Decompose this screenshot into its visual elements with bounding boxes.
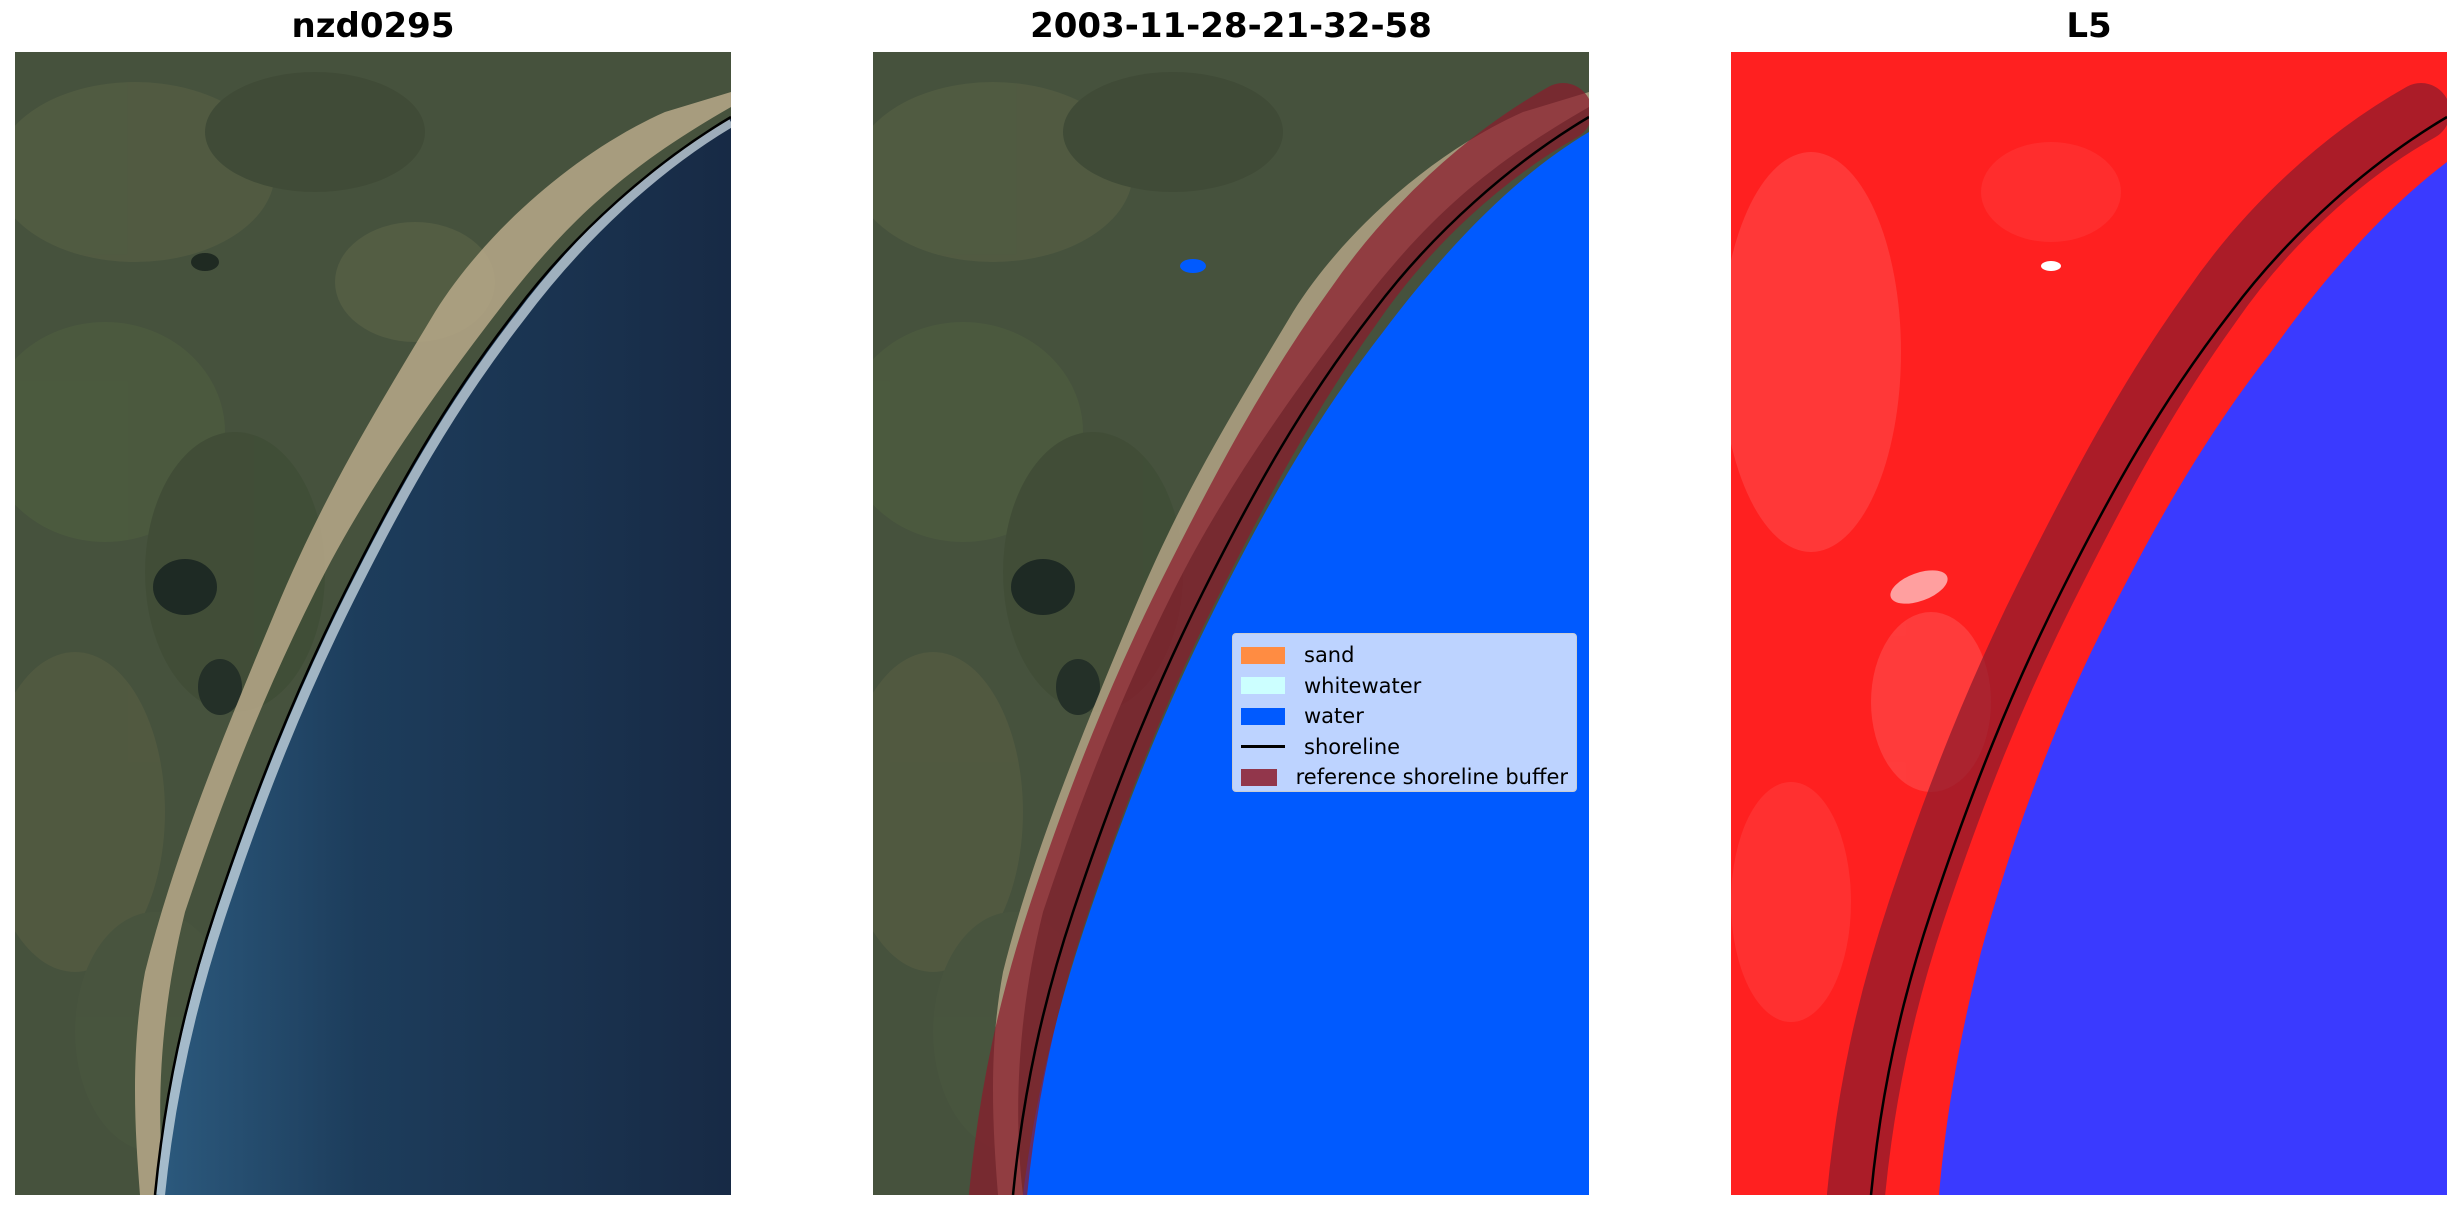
legend-item-whitewater: whitewater	[1241, 671, 1568, 702]
legend-label: whitewater	[1304, 673, 1422, 698]
water-swatch	[1241, 707, 1285, 725]
buffer-swatch	[1241, 768, 1277, 786]
legend-label: shoreline	[1304, 734, 1401, 759]
legend-item-water: water	[1241, 701, 1568, 732]
rgb-image-panel	[15, 52, 731, 1195]
shoreline-line-swatch	[1241, 745, 1285, 749]
panel-title-index: L5	[2066, 6, 2112, 46]
legend-label: reference shoreline buffer	[1295, 765, 1568, 790]
lake	[1056, 659, 1100, 715]
shoreline	[153, 115, 731, 1195]
sea	[155, 117, 731, 1195]
bright-spot	[2041, 261, 2061, 271]
whitewater-surf	[155, 117, 731, 1195]
water-class	[1939, 162, 2447, 1195]
lake	[191, 253, 219, 271]
lake	[153, 559, 217, 615]
panel-title-classification: 2003-11-28-21-32-58	[1030, 6, 1432, 46]
bright-spot	[1890, 570, 1948, 604]
whitewater-swatch	[1241, 677, 1285, 695]
index-image-panel	[1731, 52, 2447, 1195]
shoreline	[1869, 115, 2447, 1195]
legend-label: water	[1304, 704, 1364, 729]
water-class-lake	[1180, 259, 1206, 273]
lake	[1011, 559, 1075, 615]
classification-panel	[873, 52, 1589, 1195]
legend-item-buffer: reference shoreline buffer	[1241, 762, 1568, 793]
land-texture	[1731, 142, 2121, 1022]
legend-item-sand: sand	[1241, 640, 1568, 671]
legend-label: sand	[1304, 643, 1355, 668]
legend: sand whitewater water shoreline referenc…	[1232, 633, 1577, 792]
sand-swatch	[1241, 646, 1285, 664]
lake	[198, 659, 242, 715]
reference-shoreline-buffer	[969, 83, 1589, 1195]
shoreline	[1011, 115, 1589, 1195]
reference-shoreline-buffer	[1827, 83, 2447, 1195]
panel-title-rgb: nzd0295	[291, 6, 455, 46]
legend-item-shoreline: shoreline	[1241, 732, 1568, 763]
